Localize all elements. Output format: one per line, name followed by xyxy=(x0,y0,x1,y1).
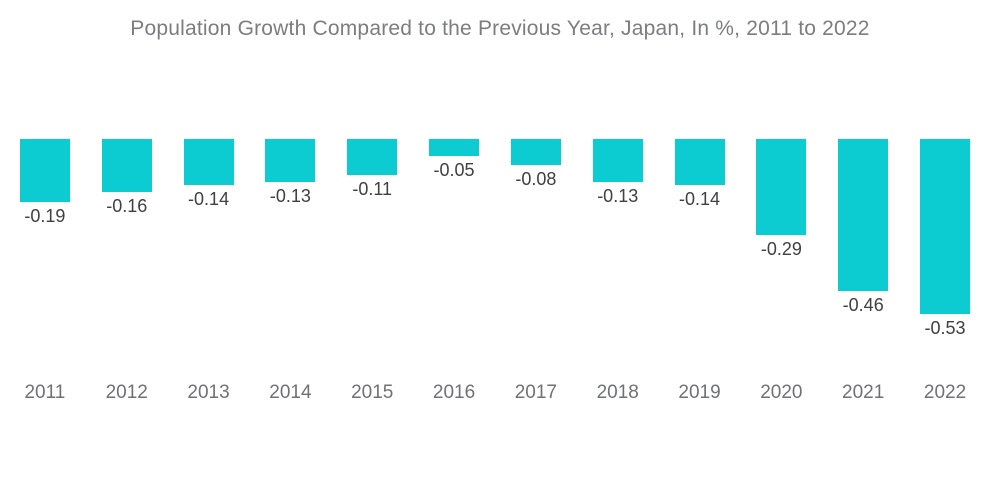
bar-2014 xyxy=(265,139,316,182)
x-axis-label-2022: 2022 xyxy=(923,382,967,403)
bar-2013 xyxy=(183,139,234,185)
x-axis-label-2015: 2015 xyxy=(351,382,394,403)
bar-column-2014: -0.13 xyxy=(249,139,331,339)
bar-value-label-2017: -0.08 xyxy=(515,169,557,189)
bar-column-2018: -0.13 xyxy=(577,139,659,339)
bar-chart-plot-area: -0.19 -0.16 -0.14 -0.13 -0.11 -0.05 -0.08 -0.13… xyxy=(0,139,1000,339)
x-axis-label-2011: 2011 xyxy=(24,382,66,403)
bar-value-label-2022: -0.53 xyxy=(924,318,966,338)
bar-column-2017: -0.08 xyxy=(495,139,577,339)
bar-column-2016: -0.05 xyxy=(413,139,495,339)
bar-value-label-2016: -0.05 xyxy=(433,160,475,180)
bar-value-label-2012: -0.16 xyxy=(106,196,148,216)
x-axis: 2011 2012 2013 2014 2015 2016 2017 2018 2019 2020… xyxy=(0,382,1000,404)
bar-column-2021: -0.46 xyxy=(822,139,904,339)
bar-value-label-2014: -0.13 xyxy=(269,186,311,206)
x-axis-label-2014: 2014 xyxy=(269,382,312,403)
bar-2017 xyxy=(510,139,561,165)
x-axis-label-2018: 2018 xyxy=(596,382,639,403)
bar-2011 xyxy=(19,139,70,202)
x-axis-label-2019: 2019 xyxy=(678,382,721,403)
x-axis-label-2021: 2021 xyxy=(842,382,885,403)
bar-2021 xyxy=(838,139,889,291)
x-axis-label-2012: 2012 xyxy=(105,382,148,403)
bar-column-2011: -0.19 xyxy=(4,139,86,339)
bar-2018 xyxy=(592,139,643,182)
bar-2019 xyxy=(674,139,725,185)
x-axis-label-2016: 2016 xyxy=(432,382,476,403)
bar-column-2015: -0.11 xyxy=(331,139,413,339)
bar-value-label-2013: -0.14 xyxy=(188,189,230,209)
bar-value-label-2019: -0.14 xyxy=(679,189,721,209)
x-axis-label-2013: 2013 xyxy=(187,382,230,403)
bar-value-label-2021: -0.46 xyxy=(842,295,884,315)
bar-value-label-2011: -0.19 xyxy=(24,206,66,226)
bar-2012 xyxy=(101,139,152,192)
x-axis-label-2017: 2017 xyxy=(514,382,558,403)
bar-value-label-2020: -0.29 xyxy=(760,239,802,259)
bar-value-label-2015: -0.11 xyxy=(352,179,393,199)
chart-title: Population Growth Compared to the Previo… xyxy=(130,17,870,40)
bar-column-2019: -0.14 xyxy=(659,139,741,339)
bar-2020 xyxy=(756,139,807,235)
bar-value-label-2018: -0.13 xyxy=(597,186,639,206)
bar-2016 xyxy=(429,139,480,156)
bar-column-2022: -0.53 xyxy=(904,139,986,339)
bar-2015 xyxy=(347,139,398,175)
bar-column-2013: -0.14 xyxy=(168,139,250,339)
x-axis-label-2020: 2020 xyxy=(760,382,803,403)
bar-column-2020: -0.29 xyxy=(740,139,822,339)
bar-2022 xyxy=(920,139,971,314)
bar-column-2012: -0.16 xyxy=(86,139,168,339)
